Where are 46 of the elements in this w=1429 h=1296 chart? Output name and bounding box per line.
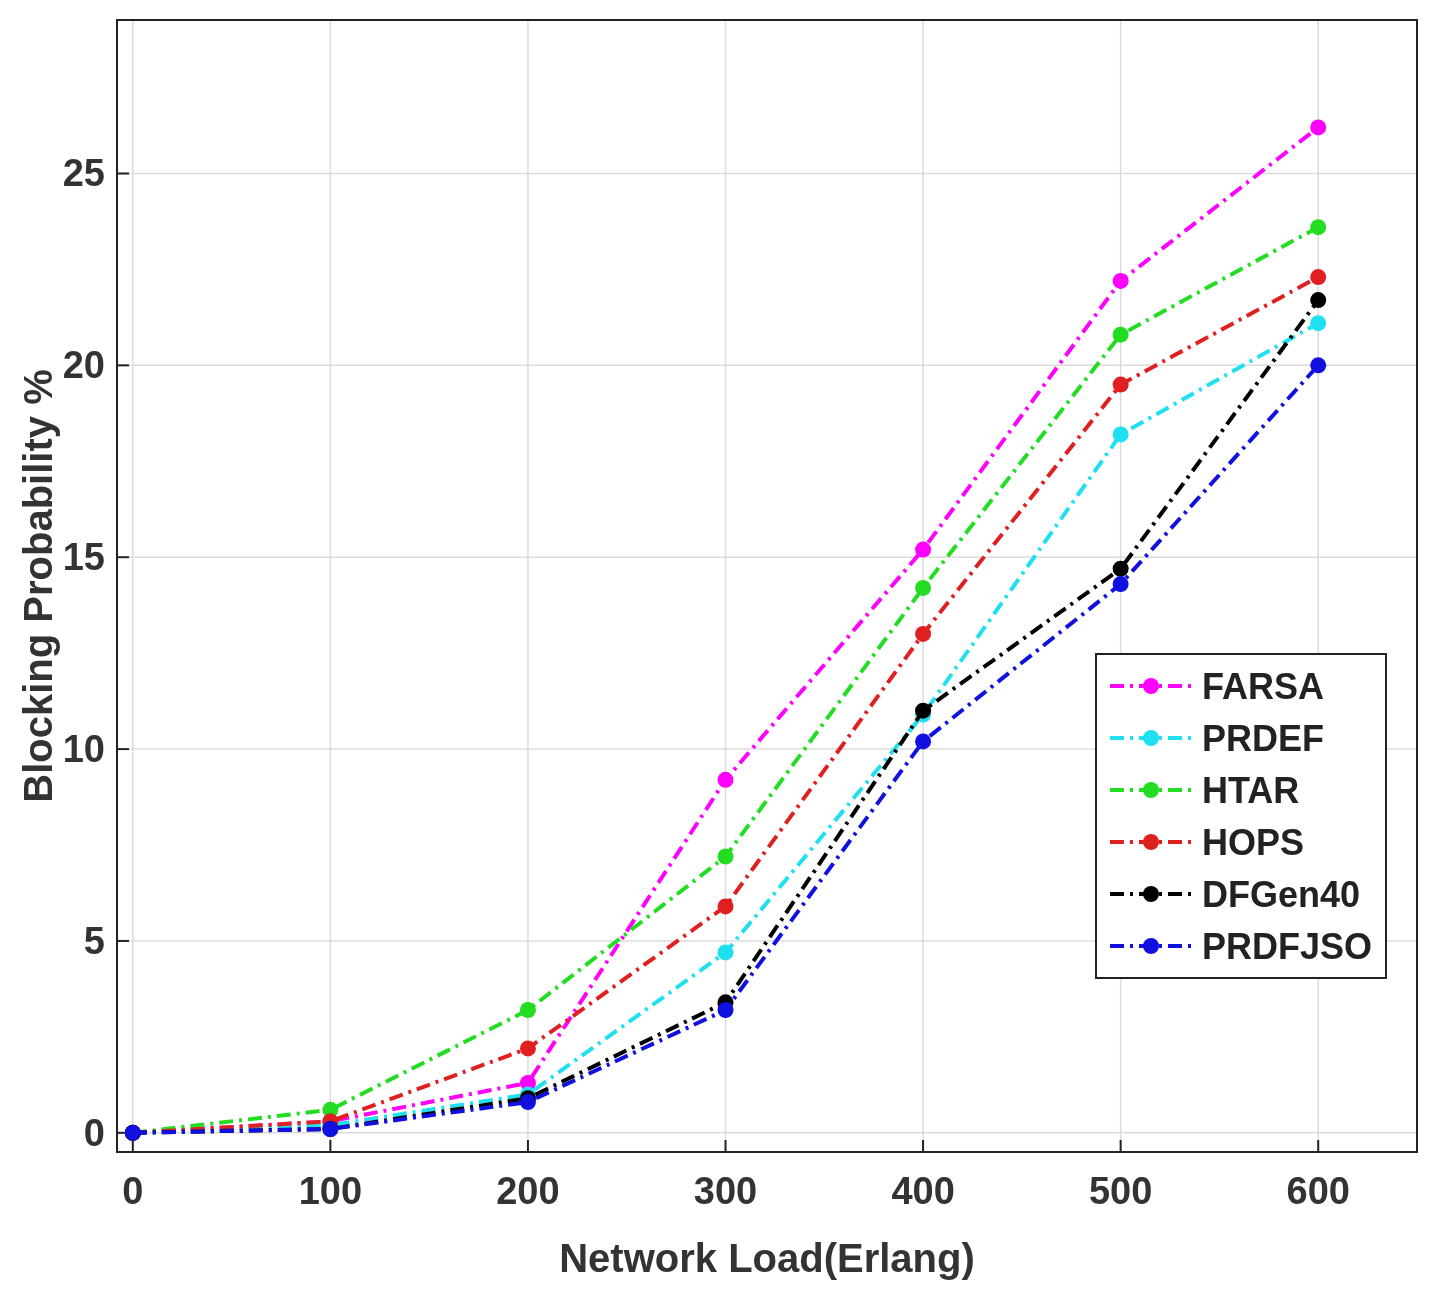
point: [717, 898, 734, 915]
legend-label: DFGen40: [1202, 874, 1361, 915]
y-axis-title: Blocking Probability %: [16, 369, 60, 803]
x-tick-label: 500: [1088, 1170, 1153, 1212]
x-tick-label: 600: [1286, 1170, 1350, 1212]
legend-label: PRDFJSO: [1202, 926, 1373, 967]
point: [1112, 560, 1129, 577]
point: [1310, 315, 1327, 332]
point: [1112, 426, 1129, 443]
point: [1112, 576, 1129, 593]
point: [915, 733, 932, 750]
point: [915, 625, 932, 642]
point: [1310, 119, 1327, 136]
point: [1310, 269, 1327, 286]
point: [915, 702, 932, 719]
y-tick-label: 10: [62, 728, 105, 771]
y-tick-label: 20: [62, 344, 105, 387]
point: [717, 1002, 734, 1019]
legend-label: HTAR: [1202, 770, 1300, 811]
legend-label: PRDEF: [1202, 718, 1325, 759]
point: [717, 944, 734, 961]
x-tick-label: 0: [122, 1170, 144, 1212]
point: [519, 1094, 536, 1111]
x-tick-label: 300: [693, 1170, 758, 1212]
legend-label: FARSA: [1202, 666, 1325, 707]
x-tick-label: 100: [298, 1170, 363, 1212]
point: [1310, 357, 1327, 374]
y-tick-label: 25: [62, 152, 105, 195]
point: [519, 1040, 536, 1057]
x-tick-label: 400: [891, 1170, 955, 1212]
point: [1310, 219, 1327, 236]
y-tick-label: 5: [83, 919, 105, 962]
y-tick-label: 0: [83, 1111, 105, 1154]
x-axis-title: Network Load(Erlang): [559, 1236, 975, 1280]
point: [717, 848, 734, 865]
point: [1112, 326, 1129, 343]
point: [519, 1002, 536, 1019]
point: [1112, 272, 1129, 289]
point: [717, 771, 734, 788]
legend-label: HOPS: [1202, 822, 1305, 863]
y-tick-label: 15: [62, 536, 105, 579]
point: [915, 579, 932, 596]
point: [1112, 376, 1129, 393]
point: [1310, 292, 1327, 309]
x-tick-label: 200: [496, 1170, 560, 1212]
point: [915, 541, 932, 558]
